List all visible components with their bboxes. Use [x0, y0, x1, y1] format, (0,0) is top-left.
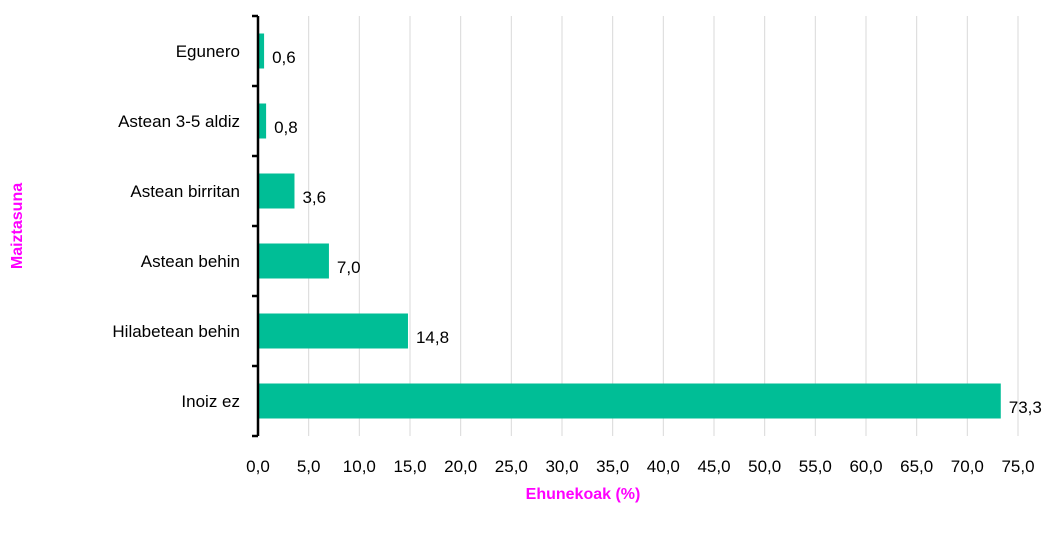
category-label: Hilabetean behin [112, 322, 240, 341]
bar [258, 243, 329, 279]
data-labels: 0,6 0,8 3,6 7,0 14,8 73,3 [272, 48, 1042, 417]
x-tick-labels: 0,0 5,0 10,0 15,0 20,0 25,0 30,0 35,0 40,0 45,0 50… [246, 457, 1034, 476]
x-tick-label: 25,0 [495, 457, 528, 476]
data-label: 7,0 [337, 258, 361, 277]
bar [258, 313, 408, 349]
x-tick-label: 35,0 [596, 457, 629, 476]
x-tick-label: 5,0 [297, 457, 321, 476]
data-label: 0,8 [274, 118, 298, 137]
bar [258, 173, 295, 209]
category-label: Astean behin [141, 252, 240, 271]
data-label: 3,6 [302, 188, 326, 207]
y-axis-title: Maiztasuna [9, 183, 26, 269]
bar [258, 103, 267, 139]
x-tick-label: 10,0 [343, 457, 376, 476]
bar [258, 33, 265, 69]
category-label: Astean birritan [130, 182, 240, 201]
gridlines [308, 16, 1019, 436]
x-tick-label: 60,0 [849, 457, 882, 476]
x-tick-label: 55,0 [799, 457, 832, 476]
x-tick-label: 15,0 [393, 457, 426, 476]
x-tick-label: 40,0 [647, 457, 680, 476]
x-axis-title: Ehunekoak (%) [526, 486, 641, 503]
data-label: 73,3 [1009, 398, 1042, 417]
category-labels: Egunero Astean 3-5 aldiz Astean birritan As… [112, 42, 240, 411]
category-label: Astean 3-5 aldiz [118, 112, 240, 131]
x-tick-label: 30,0 [545, 457, 578, 476]
x-tick-label: 65,0 [900, 457, 933, 476]
data-label: 0,6 [272, 48, 296, 67]
x-tick-label: 50,0 [748, 457, 781, 476]
data-label: 14,8 [416, 328, 449, 347]
category-label: Inoiz ez [181, 392, 240, 411]
y-axis [252, 14, 260, 438]
category-label: Egunero [176, 42, 240, 61]
bars [258, 33, 1001, 419]
x-tick-label: 70,0 [951, 457, 984, 476]
bar [258, 383, 1001, 419]
x-tick-label: 20,0 [444, 457, 477, 476]
x-tick-label: 75,0 [1001, 457, 1034, 476]
x-tick-label: 45,0 [697, 457, 730, 476]
x-tick-label: 0,0 [246, 457, 270, 476]
